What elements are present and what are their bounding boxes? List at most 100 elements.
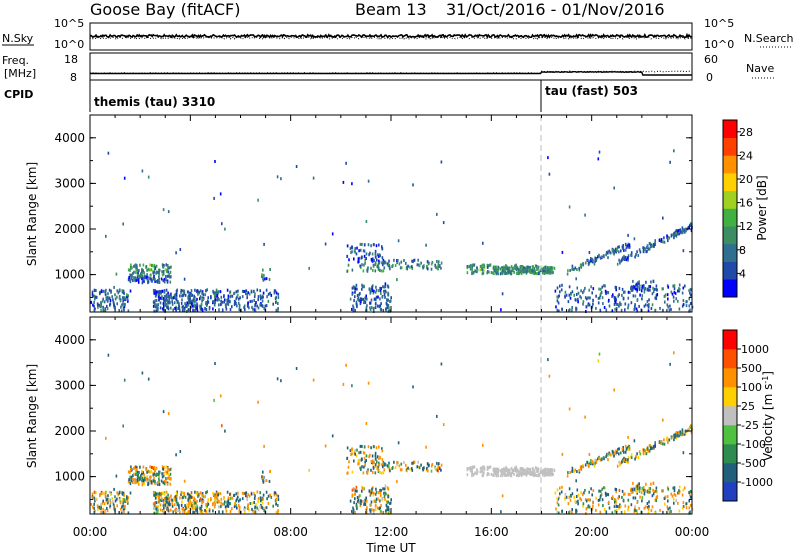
velocity-return [254,494,256,498]
power-return [688,304,691,308]
power-return [356,294,359,297]
power-return [622,290,625,294]
power-return [575,293,578,296]
power-return [670,234,673,238]
velocity-return [582,502,585,506]
velocity-return [591,462,594,466]
velocity-return [172,498,175,502]
velocity-return [615,500,617,504]
power-return [237,293,239,297]
velocity-return [158,471,160,475]
nave-label: Nave [746,62,774,75]
velocity-return [689,504,692,507]
power-return [220,299,222,303]
velocity-return [662,510,664,514]
power-return [664,293,667,297]
velocity-return [163,500,166,504]
power-return [497,268,499,272]
velocity-return [556,501,559,505]
velocity-return [162,410,165,414]
power-return [157,306,159,310]
power-return [398,262,401,266]
velocity-return [173,503,176,507]
power-return [623,254,625,258]
velocity-return [93,496,96,500]
power-return [644,247,647,251]
power-return [647,303,649,307]
power-return [574,266,577,270]
power-return [168,299,171,303]
velocity-return [673,492,676,496]
power-return [544,269,547,273]
power-return [259,289,261,293]
power-return [417,258,419,262]
power-return [537,265,540,269]
power-return [129,268,131,272]
power-return [137,278,140,282]
velocity-return [648,487,650,490]
velocity-return [237,499,240,503]
velocity-return [158,500,160,504]
power-return [93,304,95,308]
power-return [161,297,163,301]
velocity-return [651,446,653,450]
power-return [425,243,427,247]
power-return [670,290,673,294]
power-return [185,304,187,308]
velocity-return [138,471,140,474]
velocity-return [635,455,637,459]
velocity-return [641,486,644,490]
velocity-return [662,489,664,493]
x-tick-label: 00:00 [73,525,108,539]
velocity-return [378,507,381,511]
power-return [575,306,577,310]
velocity-return [246,495,248,499]
power-return [588,251,591,254]
power-return [627,245,630,249]
power-return [602,302,604,306]
power-return [482,241,484,245]
power-return [381,261,383,265]
velocity-return [362,499,364,503]
velocity-return [571,508,573,511]
velocity-return [382,462,385,466]
velocity-return [641,499,643,503]
power-return [352,309,355,313]
power-return [180,290,182,294]
velocity-return [575,479,577,483]
velocity-return [561,509,563,513]
velocity-return [93,510,96,514]
velocity-return [632,496,635,500]
velocity-return [375,504,377,508]
power-return [262,295,264,299]
power-return [261,304,264,308]
velocity-return [152,479,155,483]
power-return [590,259,592,262]
power-return [158,298,160,302]
velocity-return [213,505,216,509]
velocity-return [513,468,515,472]
power-return [253,299,255,302]
velocity-return [514,466,516,470]
velocity-return [619,463,621,467]
velocity-return [473,465,476,469]
power-return [312,176,315,180]
velocity-return [591,493,593,497]
power-return [660,239,663,243]
power-return [662,287,664,291]
power-return [476,270,478,274]
power-return [640,289,643,293]
time-axis-title: Time UT [365,541,416,554]
velocity-return [159,498,162,502]
power-return [582,291,584,295]
velocity-return [531,467,534,471]
velocity-return [97,507,99,511]
power-return [501,266,503,269]
power-return [588,288,590,292]
velocity-return [546,473,548,477]
power-return [183,308,186,312]
power-return [595,259,598,262]
velocity-return [384,491,387,495]
velocity-return [621,489,624,493]
power-return [165,294,167,298]
